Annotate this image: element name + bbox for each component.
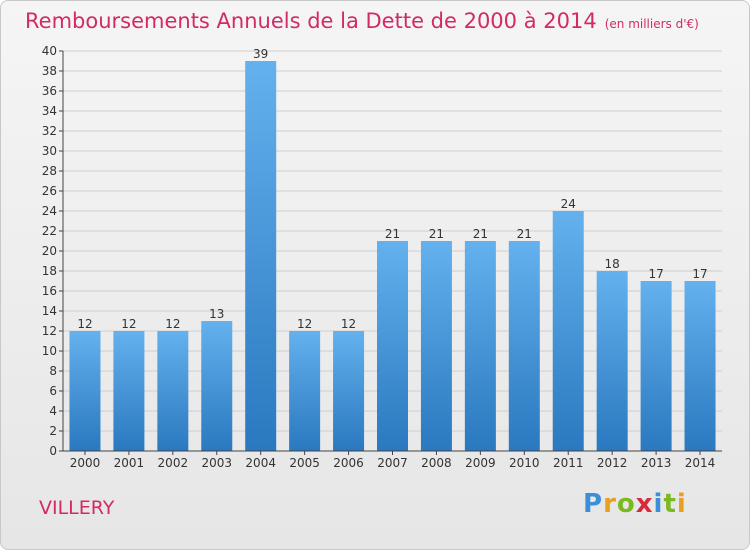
data-label: 12 xyxy=(77,317,92,331)
y-tick-label: 18 xyxy=(42,264,57,278)
logo-letter: t xyxy=(663,489,677,519)
data-labels: 12 12 12 13 39 12 12 21 21 21 21 24 18 17 17 xyxy=(77,47,707,331)
bar xyxy=(684,281,716,451)
y-tick-label: 40 xyxy=(42,44,57,58)
y-tick-label: 16 xyxy=(42,284,57,298)
y-tick-label: 32 xyxy=(42,124,57,138)
data-label: 21 xyxy=(517,227,532,241)
proxiti-logo: Proxiti xyxy=(583,489,687,519)
chart-subtitle: (en milliers d'€) xyxy=(604,17,699,31)
logo-letter: i xyxy=(676,489,687,519)
bar xyxy=(552,211,584,451)
y-tick-label: 34 xyxy=(42,104,57,118)
data-label: 12 xyxy=(165,317,180,331)
y-tick-label: 12 xyxy=(42,324,57,338)
y-tick-label: 2 xyxy=(49,424,57,438)
logo-letter: o xyxy=(616,489,636,519)
bar xyxy=(596,271,628,451)
x-tick-label: 2013 xyxy=(641,456,672,470)
y-tick-label: 36 xyxy=(42,84,57,98)
data-label: 12 xyxy=(297,317,312,331)
y-tick-label: 24 xyxy=(42,204,57,218)
data-label: 12 xyxy=(121,317,136,331)
bar xyxy=(420,241,452,451)
x-tick-label: 2012 xyxy=(597,456,628,470)
data-label: 24 xyxy=(561,197,576,211)
y-tick-label: 14 xyxy=(42,304,57,318)
y-tick-label: 28 xyxy=(42,164,57,178)
x-tick-label: 2007 xyxy=(377,456,408,470)
x-tick-label: 2002 xyxy=(158,456,189,470)
x-tick-label: 2004 xyxy=(245,456,276,470)
y-tick-label: 26 xyxy=(42,184,57,198)
bar xyxy=(508,241,540,451)
bar xyxy=(464,241,496,451)
y-tick-label: 0 xyxy=(49,444,57,458)
bar xyxy=(69,331,101,451)
y-tick-label: 8 xyxy=(49,364,57,378)
data-label: 39 xyxy=(253,47,268,61)
y-tick-label: 30 xyxy=(42,144,57,158)
logo-letter: i xyxy=(653,489,664,519)
bar xyxy=(377,241,408,451)
bar xyxy=(333,331,365,451)
data-label: 18 xyxy=(605,257,620,271)
data-label: 21 xyxy=(429,227,444,241)
chart-title-main: Remboursements Annuels de la Dette de 20… xyxy=(25,9,597,33)
x-tick-label: 2001 xyxy=(114,456,145,470)
data-label: 21 xyxy=(385,227,400,241)
bar xyxy=(640,281,672,451)
bars xyxy=(69,61,716,451)
data-label: 21 xyxy=(473,227,488,241)
commune-name: VILLERY xyxy=(39,497,115,519)
x-tick-label: 2009 xyxy=(465,456,496,470)
bar xyxy=(113,331,145,451)
x-tick-label: 2003 xyxy=(201,456,232,470)
y-tick-label: 20 xyxy=(42,244,57,258)
logo-letter: r xyxy=(603,489,617,519)
data-label: 13 xyxy=(209,307,224,321)
logo-letter: x xyxy=(635,489,654,519)
x-tick-label: 2006 xyxy=(333,456,364,470)
data-label: 12 xyxy=(341,317,356,331)
x-tick-label: 2011 xyxy=(553,456,584,470)
logo-letter: P xyxy=(583,489,604,519)
axes: 0246810121416182022242628303234363840200… xyxy=(42,44,722,470)
x-tick-label: 2005 xyxy=(289,456,320,470)
y-tick-label: 6 xyxy=(49,384,57,398)
y-tick-label: 4 xyxy=(49,404,57,418)
y-tick-label: 22 xyxy=(42,224,57,238)
y-tick-label: 38 xyxy=(42,64,57,78)
data-label: 17 xyxy=(648,267,663,281)
data-label: 17 xyxy=(692,267,707,281)
bar xyxy=(245,61,277,451)
chart-title: Remboursements Annuels de la Dette de 20… xyxy=(25,9,699,33)
y-tick-label: 10 xyxy=(42,344,57,358)
x-tick-label: 2008 xyxy=(421,456,452,470)
x-tick-label: 2000 xyxy=(70,456,101,470)
x-tick-label: 2014 xyxy=(685,456,716,470)
bar xyxy=(289,331,321,451)
x-tick-label: 2010 xyxy=(509,456,540,470)
bar xyxy=(157,331,189,451)
bar xyxy=(201,321,233,451)
